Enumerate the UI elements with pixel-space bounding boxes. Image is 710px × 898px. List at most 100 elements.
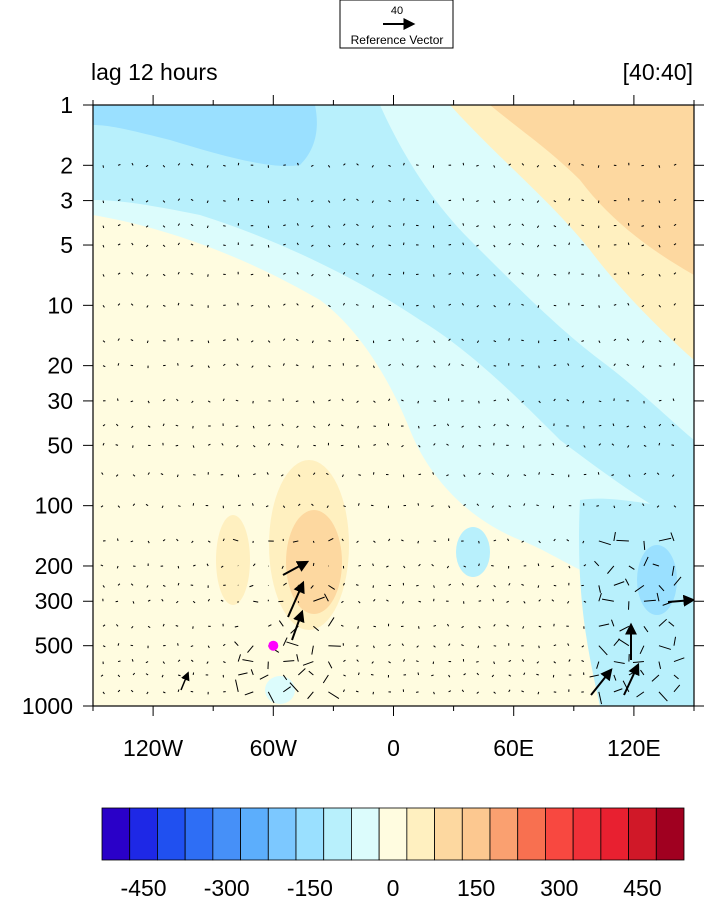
vector-arrow	[521, 400, 525, 403]
vector-arrow	[250, 340, 254, 343]
vector-arrow	[355, 584, 359, 586]
vector-arrow	[448, 674, 451, 678]
vector-arrow	[115, 444, 119, 446]
colorbar-swatch	[434, 807, 463, 861]
vector-arrow	[117, 689, 121, 693]
vector-arrow	[340, 624, 344, 627]
vector-arrow	[508, 198, 511, 201]
vector-arrow	[162, 225, 166, 228]
vector-arrow	[146, 305, 149, 308]
contour-field	[93, 105, 694, 706]
vector-arrow	[162, 584, 166, 587]
vector-arrow	[613, 638, 621, 647]
vector-arrow	[388, 538, 391, 542]
vector-arrow	[673, 684, 681, 693]
vector-arrow	[222, 398, 225, 402]
vector-arrow	[313, 425, 316, 428]
vector-arrow	[326, 505, 329, 509]
vector-arrow	[566, 444, 570, 447]
vector-arrow	[643, 599, 656, 602]
colorbar: -450 -300 -150 0 150 300 450	[101, 807, 685, 898]
vector-arrow	[192, 564, 196, 567]
vector-arrow	[448, 505, 451, 509]
x-tick-label: 0	[387, 735, 400, 761]
vector-arrow	[478, 400, 480, 404]
vector-arrow	[232, 538, 239, 542]
vector-arrow	[388, 164, 391, 167]
vector-arrow	[493, 273, 496, 277]
vector-arrow	[613, 304, 617, 306]
vector-arrow	[433, 424, 437, 427]
vector-arrow	[553, 364, 557, 367]
vector-arrow	[401, 539, 404, 542]
vector-arrow	[589, 674, 599, 678]
vector-arrow	[117, 643, 120, 646]
vector-arrow	[536, 244, 540, 248]
vector-arrow	[190, 365, 194, 367]
vector-arrow	[328, 225, 331, 228]
vector-arrow	[311, 340, 314, 344]
vector-arrow	[147, 599, 151, 602]
vector-arrow	[508, 505, 512, 508]
vector-arrow	[478, 425, 481, 429]
vector-arrow	[656, 472, 660, 475]
vector-arrow	[583, 600, 587, 603]
vector-arrow	[372, 274, 374, 277]
vector-arrow	[538, 599, 541, 602]
vector-arrow	[597, 472, 600, 475]
x-tick-label: 60W	[250, 735, 298, 761]
vector-arrow	[386, 599, 389, 602]
vector-arrow	[324, 593, 329, 602]
vector-arrow	[283, 686, 291, 693]
vector-arrow	[130, 303, 134, 306]
vector-arrow	[180, 671, 190, 691]
vector-arrow	[340, 424, 344, 427]
vector-arrow	[628, 565, 635, 570]
vector-arrow	[287, 580, 305, 618]
colorbar-label: -300	[204, 875, 250, 898]
vector-arrow	[328, 304, 331, 308]
vector-arrow	[613, 581, 625, 586]
vector-arrow	[327, 423, 331, 427]
vector-arrow	[402, 601, 404, 604]
vector-arrow	[312, 472, 316, 475]
colorbar-swatch	[323, 807, 352, 861]
vector-arrow	[220, 565, 224, 568]
vector-arrow	[267, 274, 270, 277]
vector-arrow	[401, 444, 404, 448]
vector-arrow	[283, 660, 295, 663]
vector-arrow	[461, 644, 464, 647]
vector-arrow	[478, 540, 480, 544]
vector-arrow	[673, 243, 677, 246]
vector-arrow	[117, 583, 121, 586]
vector-arrow	[553, 273, 557, 276]
vector-arrow	[356, 659, 359, 662]
vector-arrow	[521, 659, 525, 662]
vector-arrow	[117, 660, 121, 663]
vector-arrow	[177, 582, 180, 586]
vector-arrow	[658, 442, 661, 446]
vector-arrow	[223, 200, 226, 202]
vector-arrow	[100, 505, 104, 508]
vector-arrow	[551, 565, 554, 568]
vector-arrow	[461, 689, 465, 693]
vector-arrow	[206, 661, 209, 664]
vector-arrow	[598, 645, 608, 656]
vector-arrow	[177, 659, 181, 662]
vector-arrow	[356, 243, 359, 246]
colorbar-label: -150	[287, 875, 333, 898]
vector-arrow	[553, 538, 556, 542]
vector-arrow	[537, 305, 540, 308]
vector-arrow	[641, 200, 645, 202]
vector-arrow	[553, 225, 557, 228]
vector-arrow	[253, 473, 256, 476]
vector-arrow	[130, 689, 134, 693]
vector-arrow	[418, 445, 421, 448]
vector-arrow	[598, 340, 601, 344]
colorbar-swatch	[545, 807, 574, 861]
vector-arrow	[342, 689, 345, 693]
vector-arrow	[161, 598, 164, 602]
colorbar-swatch	[378, 807, 408, 861]
vector-arrow	[641, 244, 645, 247]
